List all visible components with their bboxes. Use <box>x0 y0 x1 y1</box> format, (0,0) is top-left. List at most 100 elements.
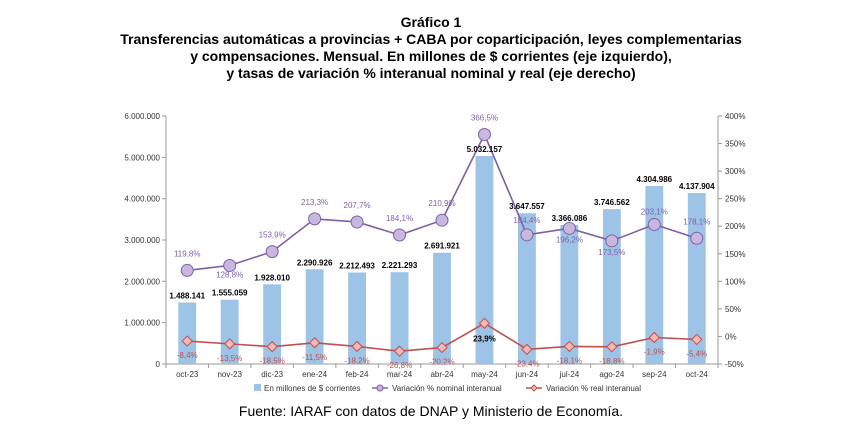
x-tick-label: dic-23 <box>261 370 283 379</box>
x-tick-label: nov-23 <box>217 370 242 379</box>
legend-label-real: Variación % real interanual <box>546 384 641 393</box>
y-right-tick-label: 50% <box>725 305 741 314</box>
real-marker <box>521 343 533 356</box>
bar-value-label: 3.366.086 <box>552 214 588 223</box>
bar-value-label: 1.555.059 <box>212 289 248 298</box>
legend-marker-nominal <box>376 384 384 392</box>
real-marker <box>308 337 321 349</box>
y-left-tick-label: 0 <box>156 360 161 369</box>
bar-value-label: 2.290.926 <box>297 258 333 267</box>
bar-value-label: 2.212.493 <box>339 262 375 271</box>
real-marker <box>648 331 661 344</box>
nominal-marker <box>647 218 661 232</box>
nominal-value-label: 184,4% <box>513 216 540 225</box>
legend-label-bars: En millones de $ corrientes <box>264 384 361 393</box>
real-marker <box>606 341 618 353</box>
x-tick-label: ago-24 <box>599 370 624 379</box>
nominal-marker <box>180 263 194 277</box>
y-left-tick-label: 2.000.000 <box>124 277 160 286</box>
legend-swatch-bars <box>254 384 261 391</box>
bar <box>560 224 579 364</box>
real-value-label: -18,8% <box>599 357 624 366</box>
bar-value-label: 3.746.562 <box>594 198 630 207</box>
real-value-label: -18,2% <box>344 356 369 365</box>
bar-value-label: 4.304.986 <box>637 175 673 184</box>
source-note: Fuente: IARAF con datos de DNAP y Minist… <box>238 403 624 419</box>
bar <box>645 186 664 364</box>
y-left-tick-label: 3.000.000 <box>124 236 160 245</box>
nominal-value-label: 213,3% <box>301 198 328 207</box>
real-marker <box>351 340 363 353</box>
legend-marker-real <box>530 384 538 392</box>
nominal-marker <box>477 127 491 141</box>
nominal-marker <box>520 228 534 242</box>
real-value-label: 23,9% <box>473 334 496 343</box>
nominal-marker <box>690 231 704 245</box>
nominal-value-label: 207,7% <box>344 201 371 210</box>
chart-subtitle-line-1: Transferencias automáticas a provincias … <box>120 31 742 47</box>
real-value-label: -18,5% <box>259 357 284 366</box>
nominal-marker <box>562 221 576 235</box>
bar <box>220 299 239 364</box>
real-value-label: -20,2% <box>429 358 454 367</box>
y-left-tick-label: 1.000.000 <box>124 319 160 328</box>
real-marker <box>478 317 491 329</box>
bar-value-label: 3.647.557 <box>509 202 545 211</box>
bar <box>518 213 536 364</box>
nominal-value-label: 128,8% <box>216 270 243 279</box>
chart-title: Gráfico 1 <box>400 14 462 30</box>
nominal-value-label: 119,8% <box>174 249 201 258</box>
bar <box>178 302 197 364</box>
real-value-label: -11,5% <box>302 353 327 362</box>
bar <box>475 156 494 364</box>
x-tick-label: oct-23 <box>176 370 199 379</box>
real-marker <box>563 340 576 353</box>
bar <box>602 209 621 364</box>
y-right-tick-label: 350% <box>725 140 745 149</box>
real-marker <box>266 340 278 353</box>
y-right-tick-label: 100% <box>725 277 745 286</box>
bar-value-label: 1.488.141 <box>169 291 205 300</box>
x-tick-label: oct-24 <box>686 370 709 379</box>
x-tick-label: ene-24 <box>302 370 327 379</box>
legend-label-nominal: Variación % nominal interanual <box>392 384 502 393</box>
x-tick-label: mar-24 <box>387 370 413 379</box>
nominal-value-label: 196,2% <box>556 235 583 244</box>
nominal-value-label: 153,9% <box>259 231 286 240</box>
nominal-marker <box>435 213 449 227</box>
chart-title-block: Gráfico 1 Transferencias automáticas a p… <box>0 14 862 82</box>
nominal-marker <box>393 228 407 242</box>
bar <box>305 269 324 364</box>
real-marker <box>393 345 406 357</box>
bar-value-label: 5.032.157 <box>467 145 503 154</box>
real-value-label: -18,1% <box>557 356 582 365</box>
y-right-tick-label: 400% <box>725 112 745 121</box>
nominal-value-label: 173,5% <box>598 248 625 257</box>
nominal-marker <box>350 215 364 229</box>
y-right-tick-label: 300% <box>725 167 745 176</box>
y-left-tick-label: 5.000.000 <box>124 153 160 162</box>
nominal-marker <box>308 212 322 226</box>
bar-value-label: 2.691.921 <box>424 242 460 251</box>
bar-value-label: 1.928.010 <box>254 273 290 282</box>
x-tick-label: may-24 <box>471 370 498 379</box>
bar-value-label: 2.221.293 <box>382 261 418 270</box>
nominal-value-label: 178,1% <box>683 217 710 226</box>
real-value-label: -23,4% <box>514 359 539 368</box>
y-right-tick-label: 250% <box>725 195 745 204</box>
x-tick-label: jul-24 <box>559 370 580 379</box>
y-right-tick-label: 150% <box>725 250 745 259</box>
chart-subtitle-line-3: y tasas de variación % interanual nomina… <box>226 65 636 81</box>
x-tick-label: feb-24 <box>346 370 369 379</box>
chart-subtitle-line-2: y compensaciones. Mensual. En millones d… <box>190 48 672 64</box>
real-value-label: -5,4% <box>686 349 707 358</box>
bar <box>433 252 451 364</box>
x-tick-label: sep-24 <box>642 370 667 379</box>
nominal-value-label: 210,9% <box>428 199 455 208</box>
real-marker <box>223 338 236 350</box>
real-marker <box>181 335 193 347</box>
y-right-tick-label: 200% <box>725 222 745 231</box>
real-marker <box>691 333 703 346</box>
nominal-value-label: 366,5% <box>471 113 498 122</box>
